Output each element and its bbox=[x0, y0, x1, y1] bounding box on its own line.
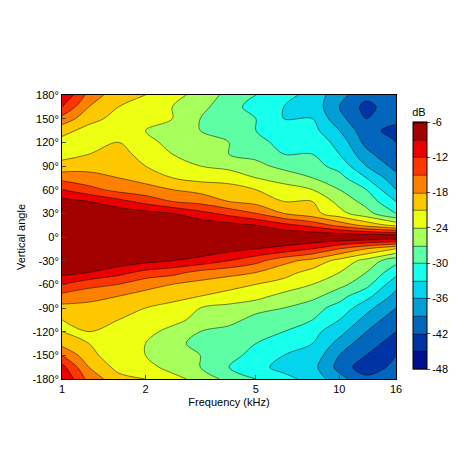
svg-text:2: 2 bbox=[142, 383, 148, 395]
svg-text:5: 5 bbox=[253, 383, 259, 395]
svg-text:180°: 180° bbox=[36, 89, 59, 101]
svg-text:-150°: -150° bbox=[32, 349, 58, 361]
svg-text:Vertical angle: Vertical angle bbox=[15, 204, 27, 270]
svg-text:-42: -42 bbox=[432, 328, 448, 340]
svg-text:-36: -36 bbox=[432, 292, 448, 304]
svg-text:60°: 60° bbox=[42, 184, 59, 196]
svg-text:-6: -6 bbox=[432, 116, 442, 128]
svg-text:-48: -48 bbox=[432, 363, 448, 375]
svg-text:-60°: -60° bbox=[38, 278, 58, 290]
svg-text:dB: dB bbox=[412, 106, 425, 118]
svg-text:16: 16 bbox=[390, 383, 402, 395]
svg-text:-120°: -120° bbox=[32, 326, 58, 338]
svg-text:-18: -18 bbox=[432, 186, 448, 198]
svg-text:120°: 120° bbox=[36, 136, 59, 148]
svg-text:10: 10 bbox=[333, 383, 345, 395]
svg-text:150°: 150° bbox=[36, 113, 59, 125]
svg-text:-30°: -30° bbox=[38, 255, 58, 267]
svg-text:-90°: -90° bbox=[38, 302, 58, 314]
svg-text:-24: -24 bbox=[432, 222, 448, 234]
svg-text:-30: -30 bbox=[432, 257, 448, 269]
svg-text:0°: 0° bbox=[48, 231, 59, 243]
svg-text:-180°: -180° bbox=[32, 373, 58, 385]
svg-text:1: 1 bbox=[59, 383, 65, 395]
svg-text:30°: 30° bbox=[42, 207, 59, 219]
svg-text:90°: 90° bbox=[42, 160, 59, 172]
svg-text:Frequency (kHz): Frequency (kHz) bbox=[188, 396, 269, 408]
svg-text:-12: -12 bbox=[432, 151, 448, 163]
